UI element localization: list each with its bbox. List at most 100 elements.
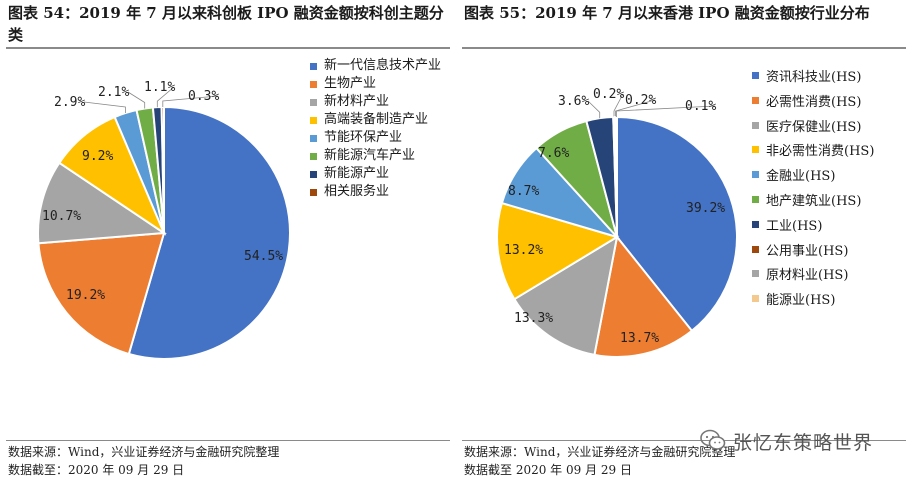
legend-label: 高端装备制造产业: [324, 112, 429, 127]
leader-line: [613, 93, 624, 117]
legend-label: 工业(HS): [766, 218, 823, 234]
legend-label: 地产建筑业(HS): [766, 193, 862, 209]
legend-label: 医疗保健业(HS): [766, 119, 862, 135]
legend-swatch: [752, 121, 759, 129]
left-source-note: 数据来源：Wind，兴业证券经济与金融研究院整理 数据截至：2020 年 09 …: [8, 443, 279, 479]
legend-label: 相关服务业: [324, 184, 390, 199]
right-source-text: 数据来源：Wind，兴业证券经济与金融研究院整理: [464, 445, 736, 459]
legend-item: 资讯科技业(HS): [752, 66, 912, 91]
legend-label: 金融业(HS): [766, 169, 836, 185]
data-label: 8.7%: [508, 184, 539, 199]
legend-item: 金融业(HS): [752, 165, 912, 190]
legend-swatch: [752, 220, 759, 228]
data-label: 10.7%: [42, 209, 81, 224]
legend-item: 相关服务业: [310, 183, 450, 201]
left-bottom-divider: [6, 440, 450, 441]
data-label: 0.2%: [625, 93, 656, 108]
right-bottom-divider: [462, 440, 906, 441]
legend-label: 节能环保产业: [324, 130, 403, 145]
pie-slice: [496, 201, 620, 301]
legend-item: 节能环保产业: [310, 129, 450, 147]
legend-item: 生物产业: [310, 75, 450, 93]
wechat-icon: [700, 429, 726, 450]
data-label: 2.1%: [98, 85, 129, 100]
pie-slice: [593, 234, 694, 358]
leader-line: [156, 86, 175, 108]
legend-label: 原材料业(HS): [766, 268, 849, 284]
legend-label: 非必需性消费(HS): [766, 144, 875, 160]
pie-slice: [37, 161, 167, 245]
legend-swatch: [752, 270, 759, 278]
legend-swatch: [752, 171, 759, 179]
legend-label: 公用事业(HS): [766, 243, 849, 259]
legend-swatch: [310, 99, 317, 106]
legend-swatch: [752, 195, 759, 203]
legend-item: 新能源产业: [310, 165, 450, 183]
leader-line: [587, 100, 601, 119]
pie-slice: [37, 231, 166, 356]
legend-item: 医疗保健业(HS): [752, 116, 912, 141]
legend-item: 高端装备制造产业: [310, 111, 450, 129]
legend-item: 新材料产业: [310, 93, 450, 111]
legend-swatch: [310, 117, 317, 124]
data-label: 3.6%: [558, 94, 589, 109]
legend-swatch: [752, 146, 759, 154]
data-label: 19.2%: [66, 288, 105, 303]
left-chart-panel: 图表 54：2019 年 7 月以来科创板 IPO 融资金额按科创主题分类 54…: [4, 0, 456, 486]
legend-swatch: [752, 295, 759, 303]
left-date-text: 数据截至：2020 年 09 月 29 日: [8, 463, 185, 477]
pie-slice: [512, 234, 619, 357]
legend-swatch: [752, 72, 759, 79]
data-label: 2.9%: [54, 95, 85, 110]
legend-item: 能源业(HS): [752, 289, 912, 314]
right-date-text: 数据截至 2020 年 09 月 29 日: [464, 463, 632, 477]
legend-label: 新材料产业: [324, 94, 390, 109]
legend-swatch: [752, 245, 759, 253]
legend-label: 能源业(HS): [766, 293, 836, 309]
legend-item: 新一代信息技术产业: [310, 57, 450, 75]
left-pie-chart: 54.5% 19.2% 10.7% 9.2% 2.9% 2.1% 1.1% 0.3%: [37, 80, 291, 360]
legend-swatch: [310, 135, 317, 142]
legend-swatch: [310, 171, 317, 178]
right-pie-legend: 资讯科技业(HS) 必需性消费(HS) 医疗保健业(HS) 非必需性消费(HS) 金融业…: [752, 66, 912, 314]
right-source-note: 数据来源：Wind，兴业证券经济与金融研究院整理 数据截至 2020 年 09 …: [464, 443, 735, 479]
legend-label: 必需性消费(HS): [766, 94, 862, 110]
legend-item: 公用事业(HS): [752, 240, 912, 265]
data-label: 0.1%: [685, 99, 716, 114]
right-title-divider: [462, 47, 906, 49]
legend-swatch: [310, 189, 317, 196]
data-label: 0.2%: [593, 87, 624, 102]
legend-swatch: [310, 63, 317, 70]
leader-line: [83, 101, 126, 113]
right-pie-chart: 39.2% 13.7% 13.3% 13.2% 8.7% 7.6% 3.6% 0.2% 0.2%…: [496, 87, 739, 358]
pie-slice: [160, 105, 165, 234]
legend-swatch: [310, 81, 317, 88]
left-title-divider: [6, 47, 450, 49]
legend-item: 原材料业(HS): [752, 264, 912, 289]
legend-label: 新能源产业: [324, 166, 390, 181]
pie-slice: [616, 115, 739, 333]
watermark-text: 张忆东策略世界: [733, 432, 874, 454]
data-label: 13.2%: [504, 243, 543, 258]
pie-slice: [615, 115, 618, 238]
data-label: 13.3%: [514, 311, 553, 326]
leader-line: [127, 91, 146, 109]
legend-label: 生物产业: [324, 76, 377, 91]
left-source-text: 数据来源：Wind，兴业证券经济与金融研究院整理: [8, 445, 280, 459]
legend-label: 新能源汽车产业: [324, 148, 416, 163]
leader-line: [616, 105, 716, 117]
leader-line: [615, 99, 656, 117]
data-label: 9.2%: [82, 149, 113, 164]
data-label: 39.2%: [686, 201, 725, 216]
data-label: 1.1%: [144, 80, 175, 95]
legend-swatch: [310, 153, 317, 160]
legend-swatch: [752, 96, 759, 104]
legend-item: 地产建筑业(HS): [752, 190, 912, 215]
left-chart-title: 图表 54：2019 年 7 月以来科创板 IPO 融资金额按科创主题分类: [8, 4, 444, 44]
data-label: 13.7%: [620, 331, 659, 346]
legend-item: 必需性消费(HS): [752, 91, 912, 116]
data-label: 7.6%: [538, 146, 569, 161]
pie-slice: [127, 105, 291, 360]
right-chart-title: 图表 55：2019 年 7 月以来香港 IPO 融资金额按行业分布: [464, 4, 870, 22]
legend-item: 非必需性消费(HS): [752, 140, 912, 165]
